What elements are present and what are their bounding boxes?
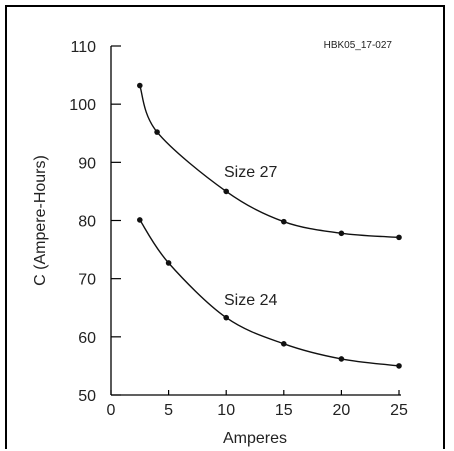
- data-point: [137, 82, 143, 89]
- data-point: [223, 314, 229, 321]
- data-point: [396, 363, 402, 369]
- data-point: [223, 188, 229, 195]
- x-tick-label: 20: [333, 402, 351, 419]
- x-tick-label: 10: [217, 402, 235, 419]
- series-layer: Size 27 Size 24: [137, 82, 402, 369]
- y-tick-label: 50: [78, 388, 96, 405]
- data-point: [154, 129, 160, 135]
- series-line-size-24: [139, 219, 400, 367]
- axes: 0 5 10 15 20 25 50 60 70 80 90 100 110: [69, 39, 408, 419]
- y-tick-label: 60: [78, 330, 96, 347]
- figure-frame: [5, 5, 445, 449]
- x-tick-label: 5: [164, 402, 173, 419]
- y-tick-label: 90: [78, 155, 96, 172]
- y-tick-label: 80: [78, 214, 96, 231]
- figure-id: HBK05_17-027: [324, 40, 393, 51]
- series-size-27: Size 27: [137, 82, 402, 241]
- series-label-size-24: Size 24: [224, 292, 277, 309]
- y-tick-label: 70: [78, 272, 96, 289]
- y-axis-title: C (Ampere-Hours): [32, 155, 49, 286]
- y-tick-label: 100: [69, 97, 96, 114]
- data-point: [281, 341, 287, 347]
- series-label-size-27: Size 27: [224, 164, 277, 181]
- x-tick-label: 25: [390, 402, 408, 419]
- data-point: [396, 234, 402, 241]
- data-point: [338, 230, 345, 237]
- data-point: [137, 217, 143, 223]
- data-point: [281, 218, 287, 225]
- series-size-24: Size 24: [137, 217, 402, 369]
- y-tick-label: 110: [70, 39, 96, 56]
- data-point: [338, 356, 345, 362]
- x-axis-title: Amperes: [223, 430, 287, 447]
- x-tick-label: 15: [275, 402, 293, 419]
- data-point: [165, 260, 172, 266]
- x-tick-label: 0: [107, 402, 116, 419]
- series-line-size-27: [139, 85, 400, 239]
